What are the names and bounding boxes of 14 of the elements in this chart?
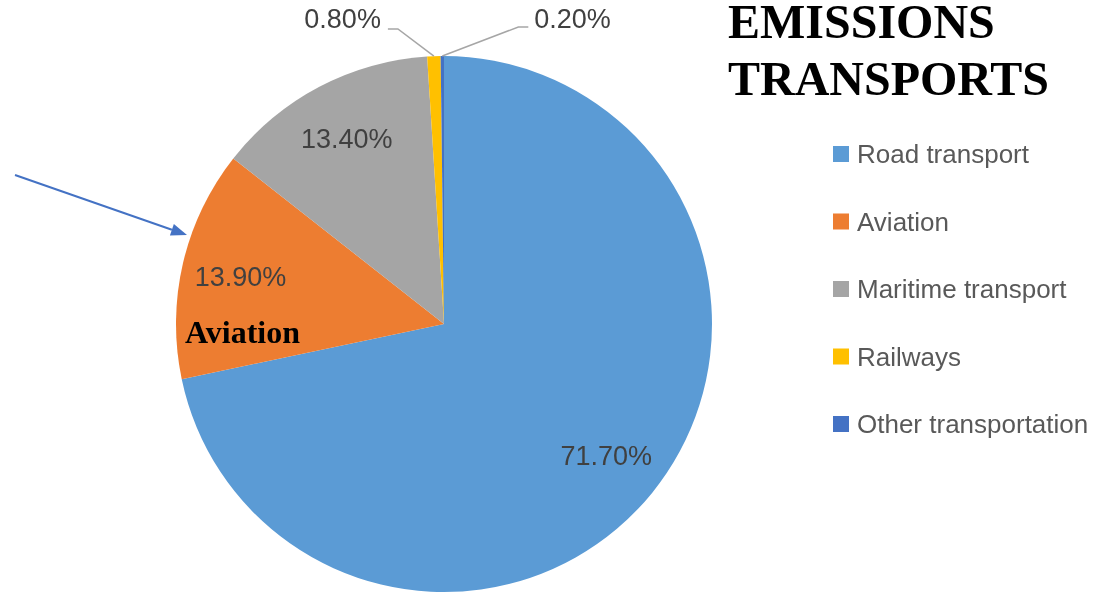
data-label: 13.90%: [194, 261, 287, 292]
pie-slice: [181, 56, 712, 592]
legend-label: Other transportation: [857, 409, 1089, 440]
legend-label: Aviation: [857, 206, 950, 237]
data-label: 0.80%: [304, 4, 381, 34]
legend-label: Railways: [857, 341, 962, 372]
pie-slice: [176, 158, 444, 380]
text: Aviation: [185, 314, 301, 350]
data-label: 71.70%: [560, 441, 653, 472]
legend-label: Maritime transport: [857, 274, 1068, 305]
data-label: 0.20%: [534, 4, 611, 34]
legend-label: Road transport: [857, 139, 1030, 170]
data-label: 13.40%: [300, 124, 393, 155]
chart-title: EMISSIONS TRANSPORTS: [728, 0, 1050, 105]
